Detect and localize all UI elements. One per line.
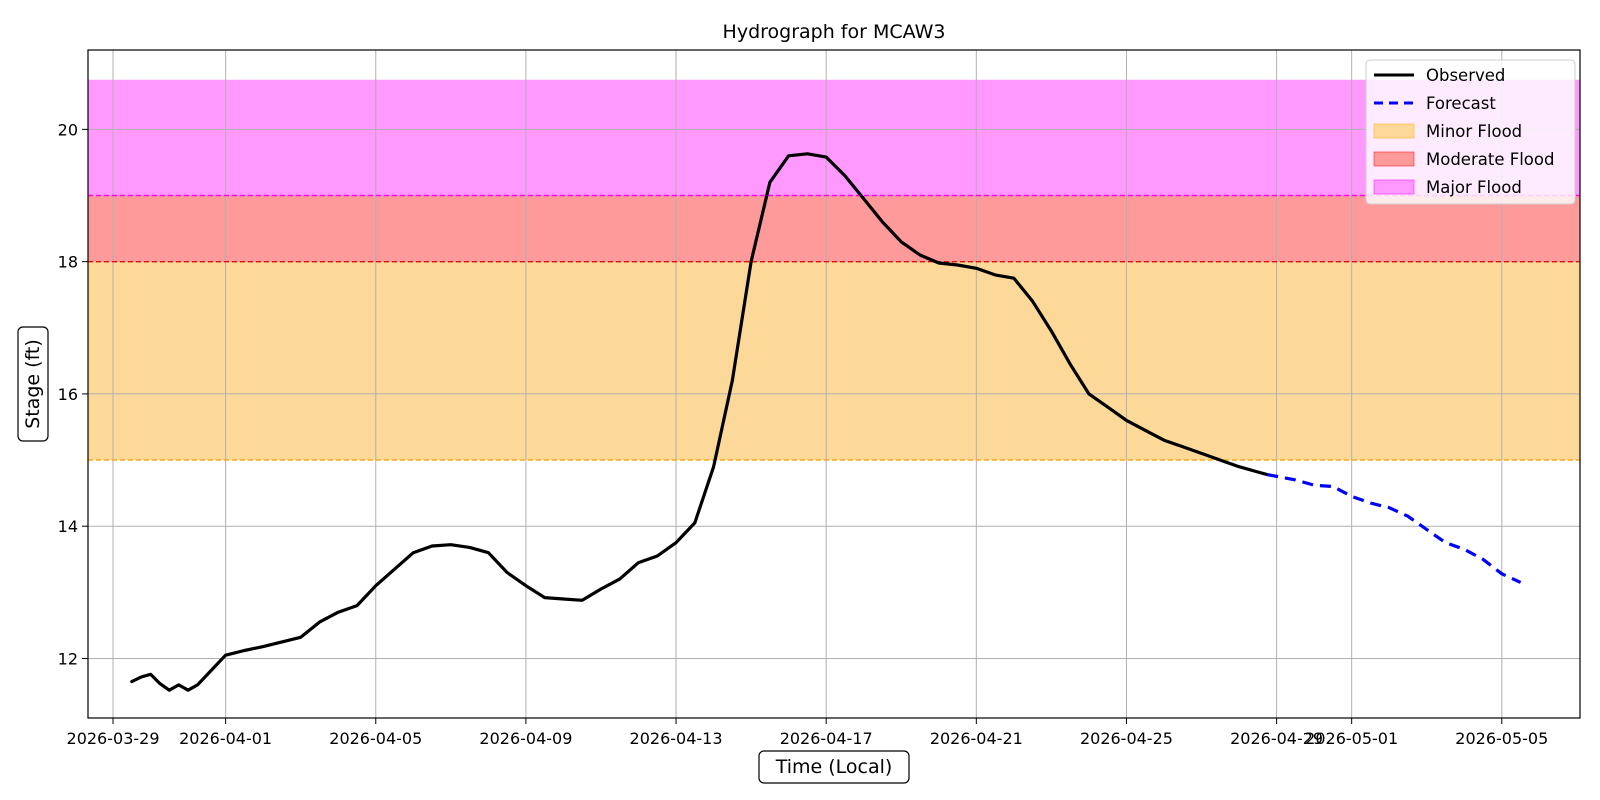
- x-axis-label: Time (Local): [775, 756, 893, 778]
- legend-label: Moderate Flood: [1426, 150, 1554, 169]
- y-tick-label: 14: [58, 517, 78, 536]
- observed-line: [130, 152, 1269, 692]
- y-axis-label: Stage (ft): [22, 339, 44, 429]
- x-tick-label: 2026-05-01: [1305, 729, 1398, 748]
- x-tick-label: 2026-04-17: [780, 729, 873, 748]
- x-tick-label: 2026-03-29: [67, 729, 160, 748]
- series-lines: [130, 152, 1522, 692]
- x-tick-label: 2026-04-01: [179, 729, 272, 748]
- x-axis-ticks: 2026-03-29 2026-04-01 2026-04-05 2026-04-09…: [67, 718, 1548, 748]
- x-axis-label-group: Time (Local): [758, 750, 910, 784]
- legend: Observed Forecast Minor Flood Moderate Floo…: [1365, 59, 1576, 205]
- x-tick-label: 2026-04-05: [329, 729, 422, 748]
- y-axis-label-box: [17, 326, 49, 442]
- axes-frame: [87, 49, 1581, 719]
- legend-minor-swatch: [1373, 123, 1415, 139]
- x-tick-label: 2026-05-05: [1455, 729, 1548, 748]
- legend-box: [1365, 59, 1576, 205]
- flood-band-1: [88, 195, 1580, 262]
- legend-label: Observed: [1426, 66, 1505, 85]
- y-axis-ticks: 12 14 16 18 20: [58, 120, 88, 668]
- y-axis-label-group: Stage (ft): [17, 326, 49, 442]
- y-tick-label: 18: [58, 253, 78, 272]
- flood-band-0: [88, 261, 1580, 461]
- y-tick-label: 16: [58, 385, 78, 404]
- y-tick-label: 12: [58, 649, 78, 668]
- y-tick-label: 20: [58, 120, 78, 139]
- x-tick-label: 2026-04-13: [630, 729, 723, 748]
- legend-label: Minor Flood: [1426, 122, 1522, 141]
- x-tick-label: 2026-04-21: [930, 729, 1023, 748]
- legend-major-swatch: [1373, 179, 1415, 195]
- legend-label: Forecast: [1426, 94, 1496, 113]
- x-tick-label: 2026-04-29: [1230, 729, 1323, 748]
- chart-title: Hydrograph for MCAW3: [723, 21, 946, 43]
- legend-moderate-swatch: [1373, 151, 1415, 167]
- x-tick-label: 2026-04-09: [479, 729, 572, 748]
- x-tick-label: 2026-04-25: [1080, 729, 1173, 748]
- flood-bands: [88, 79, 1580, 461]
- flood-band-2: [88, 79, 1580, 196]
- x-axis-label-box: [758, 750, 910, 784]
- legend-label: Major Flood: [1426, 178, 1522, 197]
- threshold-lines: [88, 194, 1580, 461]
